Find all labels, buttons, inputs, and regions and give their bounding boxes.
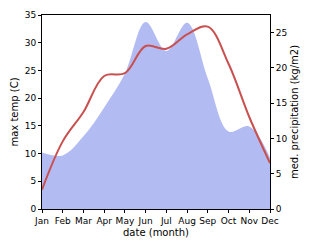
svg-text:5: 5	[30, 176, 36, 186]
svg-text:Jan: Jan	[34, 216, 49, 226]
svg-text:Jun: Jun	[138, 216, 153, 226]
svg-text:May: May	[116, 216, 135, 226]
svg-text:5: 5	[276, 169, 282, 179]
svg-text:25: 25	[276, 28, 287, 38]
svg-text:20: 20	[25, 93, 37, 103]
svg-text:0: 0	[276, 204, 282, 214]
svg-text:0: 0	[30, 204, 36, 214]
svg-text:med. precipitation (kg/m2): med. precipitation (kg/m2)	[289, 45, 300, 179]
svg-text:Oct: Oct	[221, 216, 237, 226]
svg-text:Mar: Mar	[75, 216, 92, 226]
svg-text:Sep: Sep	[199, 216, 216, 226]
svg-text:20: 20	[276, 63, 288, 73]
svg-text:Nov: Nov	[240, 216, 258, 226]
svg-text:Aug: Aug	[178, 216, 196, 226]
svg-text:10: 10	[25, 149, 37, 159]
svg-text:25: 25	[25, 66, 36, 76]
svg-text:10: 10	[276, 134, 288, 144]
svg-text:Feb: Feb	[55, 216, 71, 226]
svg-text:Jul: Jul	[160, 216, 172, 226]
svg-text:max temp (C): max temp (C)	[9, 77, 20, 146]
svg-text:15: 15	[25, 121, 36, 131]
svg-text:15: 15	[276, 98, 287, 108]
svg-text:Apr: Apr	[96, 216, 112, 226]
svg-text:30: 30	[25, 38, 37, 48]
svg-text:date (month): date (month)	[123, 227, 189, 238]
svg-text:Dec: Dec	[261, 216, 278, 226]
svg-text:35: 35	[25, 10, 36, 20]
